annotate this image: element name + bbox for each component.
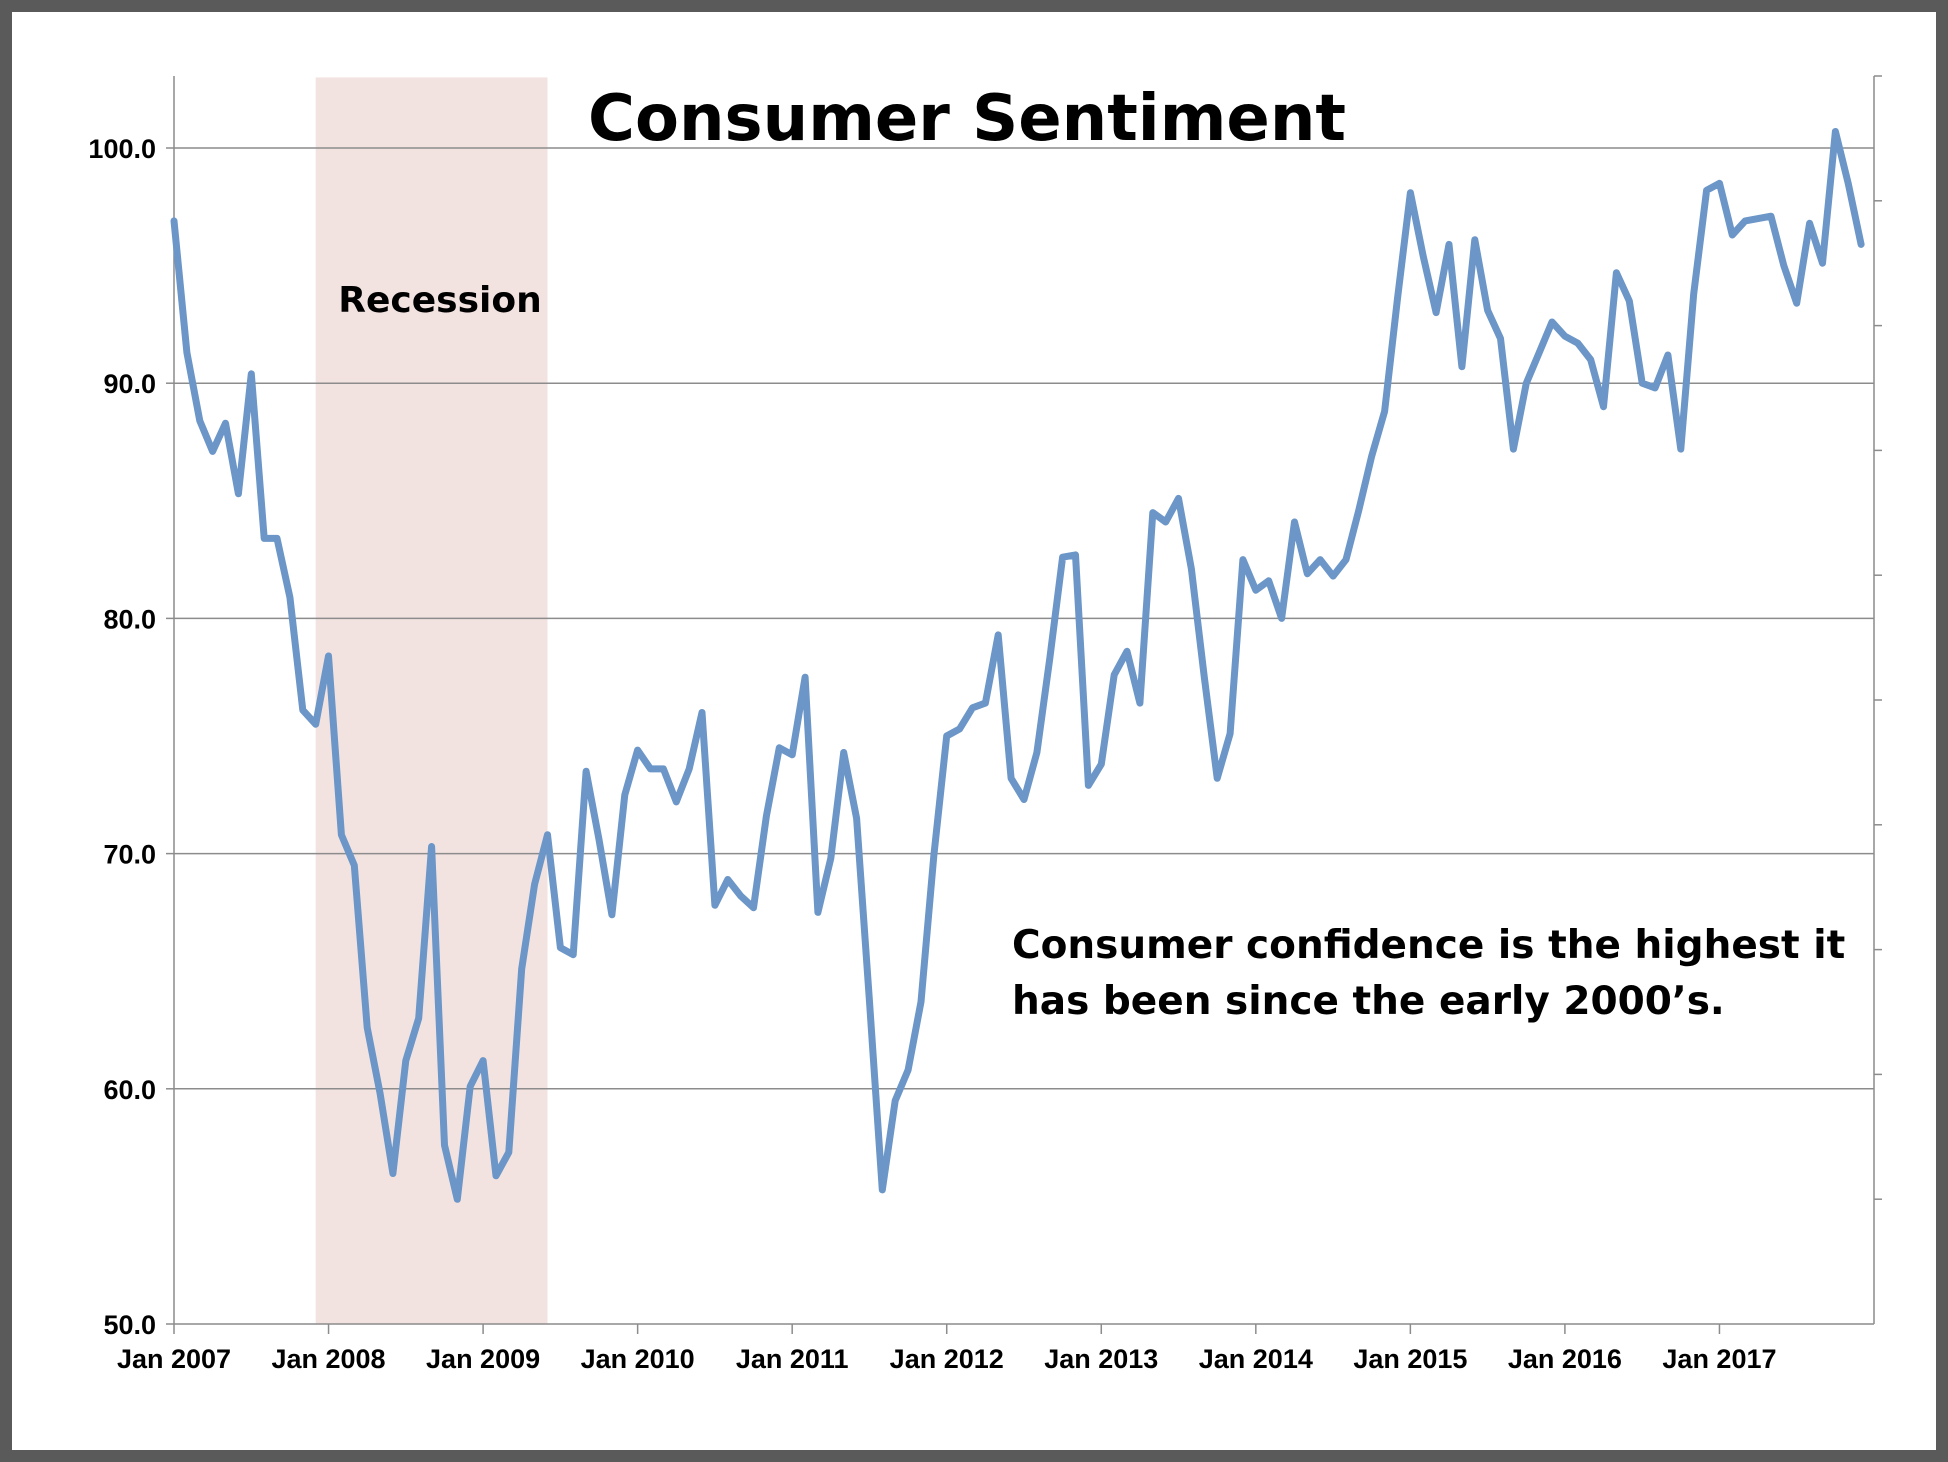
series-line	[170, 128, 1865, 1203]
y-tick-label: 80.0	[103, 604, 156, 634]
axes	[173, 75, 1882, 1325]
x-tick-label: Jan 2008	[271, 1344, 385, 1374]
y-tick-labels: 50.0 60.0 70.0 80.0 90.0 100.0	[88, 134, 174, 1340]
slide: 50.0 60.0 70.0 80.0 90.0 100.0 Jan 2007 Jan 20…	[12, 12, 1936, 1450]
x-tick-label: Jan 2014	[1199, 1344, 1313, 1374]
x-tick-label: Jan 2016	[1508, 1344, 1622, 1374]
x-tick-label: Jan 2015	[1353, 1344, 1467, 1374]
y-tick-label: 50.0	[103, 1310, 156, 1340]
x-tick-labels: Jan 2007 Jan 2008 Jan 2009 Jan 2010 Jan 2011…	[117, 1324, 1777, 1374]
x-tick-label: Jan 2011	[736, 1344, 849, 1374]
x-tick-label: Jan 2017	[1662, 1344, 1776, 1374]
recession-label: Recession	[338, 280, 541, 321]
chart-title: Consumer Sentiment	[588, 82, 1346, 156]
y-tick-label: 90.0	[103, 369, 156, 399]
grid-lines	[174, 147, 1874, 1090]
series-lines	[170, 128, 1865, 1203]
y-tick-label: 70.0	[103, 840, 156, 870]
x-tick-label: Jan 2013	[1044, 1344, 1158, 1374]
annotation-line: Consumer confidence is the highest it	[1012, 923, 1845, 968]
x-tick-label: Jan 2007	[117, 1344, 231, 1374]
x-tick-label: Jan 2009	[426, 1344, 540, 1374]
y-tick-label: 100.0	[88, 134, 156, 164]
annotation: Consumer confidence is the highest it has…	[1012, 923, 1845, 1024]
y-tick-label: 60.0	[103, 1075, 156, 1105]
x-tick-label: Jan 2012	[890, 1344, 1004, 1374]
x-tick-label: Jan 2010	[581, 1344, 695, 1374]
annotation-line: has been since the early 2000’s.	[1012, 979, 1725, 1024]
